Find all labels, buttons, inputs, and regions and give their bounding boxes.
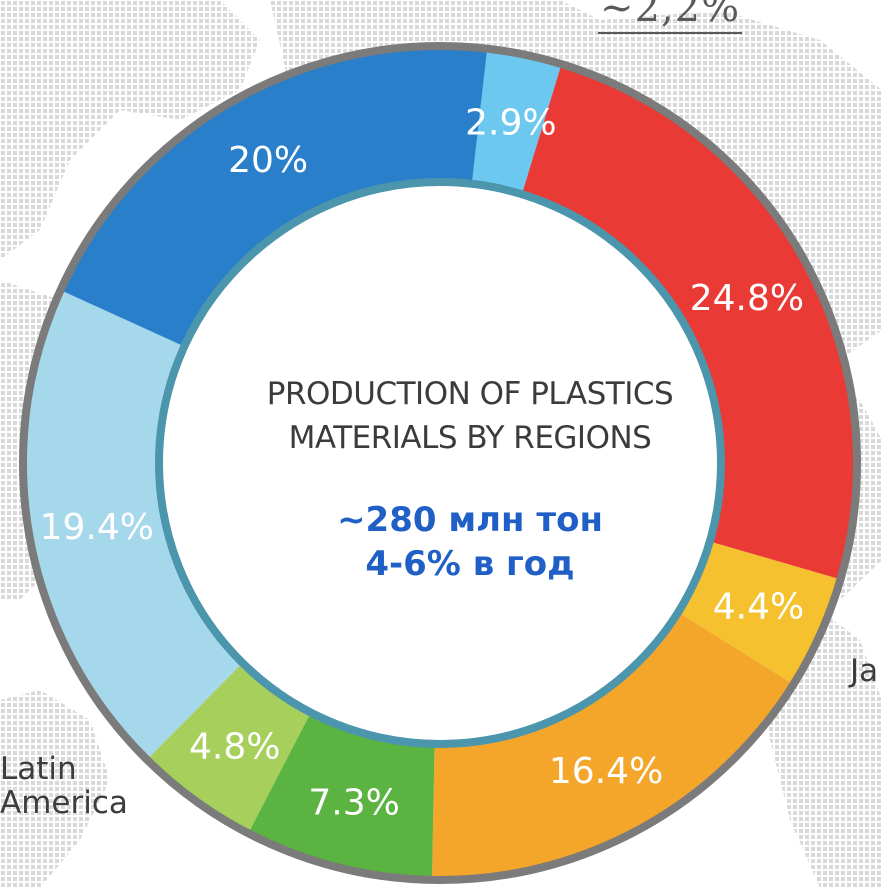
region-label-latin-america: Latin America: [0, 752, 128, 820]
center-title: PRODUCTION OF PLASTICS MATERIALS BY REGI…: [200, 372, 740, 460]
slice-label-7: 20%: [228, 140, 308, 181]
slice-label-5: 4.8%: [189, 726, 280, 767]
slice-label-3: 16.4%: [549, 751, 663, 792]
center-note: ~280 млн тон 4-6% в год: [270, 498, 670, 586]
slice-label-4: 7.3%: [308, 782, 399, 823]
slice-0: [472, 51, 561, 192]
slice-3: [432, 613, 791, 877]
center-title-line1: PRODUCTION OF PLASTICS: [266, 376, 674, 412]
slice-6: [25, 291, 241, 758]
slice-label-1: 24.8%: [690, 278, 804, 319]
slice-5: [149, 665, 310, 831]
slice-2: [680, 542, 838, 683]
slice-label-0: 2.9%: [465, 102, 556, 143]
region-label-latin-america-text: Latin America: [0, 751, 128, 821]
top-annotation: ~2,2%: [598, 0, 743, 34]
region-label-ja: Ja: [850, 654, 878, 688]
outer-ring: [19, 42, 861, 884]
slice-label-2: 4.4%: [713, 587, 804, 628]
center-note-line1: ~280 млн тон: [337, 500, 603, 540]
slice-7: [63, 49, 487, 346]
slice-4: [249, 715, 435, 877]
inner-ring: [155, 178, 725, 748]
center-note-line2: 4-6% в год: [365, 544, 575, 584]
slice-label-6: 19.4%: [40, 507, 154, 548]
region-label-ja-text: Ja: [850, 653, 879, 689]
center-title-line2: MATERIALS BY REGIONS: [288, 420, 652, 456]
slice-1: [522, 66, 854, 579]
